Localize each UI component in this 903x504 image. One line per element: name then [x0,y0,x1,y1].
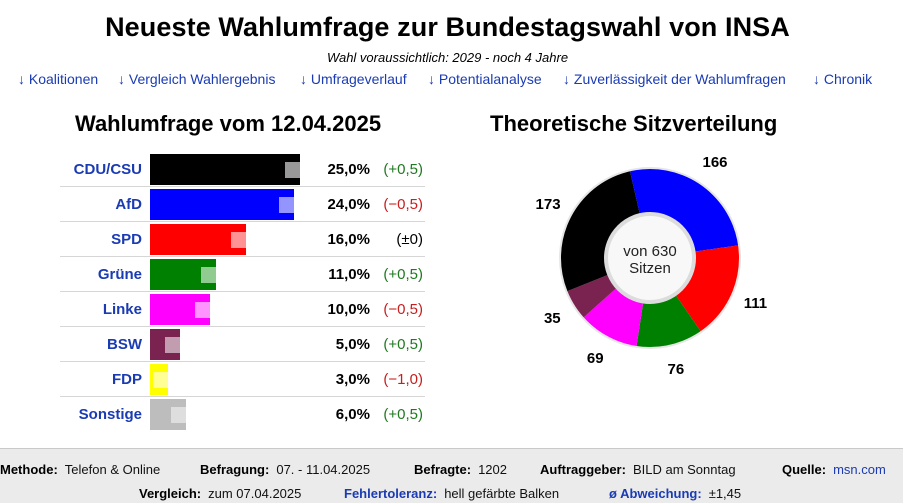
seats-heading: Theoretische Sitzverteilung [490,111,778,136]
percent-value: 6,0% [335,406,370,423]
party-name[interactable]: FDP [112,371,142,388]
percent-value: 16,0% [327,231,370,248]
page-title: Neueste Wahlumfrage zur Bundestagswahl v… [105,12,790,42]
poll-row: Sonstige 6,0% (+0,5) [60,397,425,432]
tolerance-bar [165,337,180,353]
seat-count-label: 173 [535,195,561,213]
nav-link-umfrageverlauf[interactable]: ↓ Umfrageverlauf [300,71,407,87]
nav-link-koalitionen[interactable]: ↓ Koalitionen [18,71,99,87]
seat-segment [675,245,740,332]
tolerance-bar [195,302,210,318]
seat-segment [629,168,740,252]
change-value: (−1,0) [383,371,423,388]
nav-link-chronik[interactable]: ↓ Chronik [813,71,873,87]
percent-value: 24,0% [327,196,370,213]
donut-outline [559,167,741,349]
change-value: (−0,5) [383,301,423,318]
seat-count-label: 166 [702,154,728,172]
poll-row: BSW 5,0% (+0,5) [60,327,425,362]
poll-info-footer: Methode: Telefon & Online Befragung: 07. -… [0,448,903,503]
poll-row: AfD 24,0% (−0,5) [60,187,425,222]
poll-bar [150,224,246,255]
seat-segment [566,274,618,319]
footer-survey-period: Befragung: 07. - 11.04.2025 [200,462,371,477]
seat-segment [560,170,641,292]
party-name[interactable]: SPD [111,231,142,248]
poll-bar [150,154,300,185]
tolerance-bar [201,267,216,283]
seat-count-label: 69 [586,350,604,368]
party-name[interactable]: Sonstige [78,406,142,423]
poll-row: Grüne 11,0% (+0,5) [60,257,425,292]
poll-bar-chart: CDU/CSU 25,0% (+0,5) AfD 24,0% (−0,5) SPD 16,0%… [60,152,425,432]
nav-link-vergleich[interactable]: ↓ Vergleich Wahlergebnis [118,71,276,87]
section-nav: ↓ Koalitionen ↓ Vergleich Wahlergebnis ↓… [18,71,888,89]
party-name[interactable]: CDU/CSU [73,161,142,178]
party-name[interactable]: Linke [102,301,142,318]
footer-tolerance[interactable]: Fehlertoleranz: hell gefärbte Balken [344,486,560,501]
poll-row: SPD 16,0% (±0) [60,222,425,257]
tolerance-bar [153,372,168,388]
tolerance-bar [285,162,300,178]
seat-count-label: 111 [743,294,768,312]
source-link[interactable]: msn.com [833,462,886,477]
donut-center [604,212,696,304]
seat-segment [636,294,702,348]
percent-value: 25,0% [327,161,370,178]
change-value: (+0,5) [383,406,423,423]
poll-heading: Wahlumfrage vom 12.04.2025 [75,111,382,136]
change-value: (+0,5) [383,266,423,283]
seat-segment [582,287,644,347]
percent-value: 10,0% [327,301,370,318]
poll-row: Linke 10,0% (−0,5) [60,292,425,327]
party-name[interactable]: Grüne [97,266,142,283]
poll-row: FDP 3,0% (−1,0) [60,362,425,397]
poll-row: CDU/CSU 25,0% (+0,5) [60,152,425,187]
footer-comparison: Vergleich: zum 07.04.2025 [139,486,302,501]
party-name[interactable]: BSW [107,336,142,353]
footer-source: Quelle: msn.com [782,462,886,477]
party-name[interactable]: AfD [115,196,142,213]
tolerance-bar [279,197,294,213]
footer-respondents: Befragte: 1202 [414,462,507,477]
tolerance-bar [231,232,246,248]
footer-client: Auftraggeber: BILD am Sonntag [540,462,736,477]
footer-method: Methode: Telefon & Online [0,462,161,477]
change-value: (+0,5) [383,336,423,353]
seat-count-label: 35 [543,309,561,327]
donut-center-line2: Sitzen [629,260,671,277]
poll-bar [150,189,294,220]
footer-deviation[interactable]: ø Abweichung: ±1,45 [609,486,742,501]
percent-value: 3,0% [335,371,370,388]
footer-row-2: Vergleich: zum 07.04.2025 Fehlertoleranz:… [0,486,903,504]
tolerance-bar [171,407,186,423]
donut-center-line1: von 630 [623,243,677,260]
donut-center-label: von 630 Sitzen [610,243,690,277]
footer-row-1: Methode: Telefon & Online Befragung: 07. -… [0,462,903,480]
change-value: (+0,5) [383,161,423,178]
percent-value: 11,0% [328,266,370,283]
election-subtitle: Wahl voraussichtlich: 2029 - noch 4 Jahr… [326,50,569,65]
change-value: (−0,5) [383,196,423,213]
nav-link-zuverlaessigkeit[interactable]: ↓ Zuverlässigkeit der Wahlumfragen [563,71,786,87]
nav-link-potentialanalyse[interactable]: ↓ Potentialanalyse [428,71,542,87]
percent-value: 5,0% [335,336,370,353]
change-value: (±0) [396,231,423,248]
seat-count-label: 76 [667,361,685,379]
